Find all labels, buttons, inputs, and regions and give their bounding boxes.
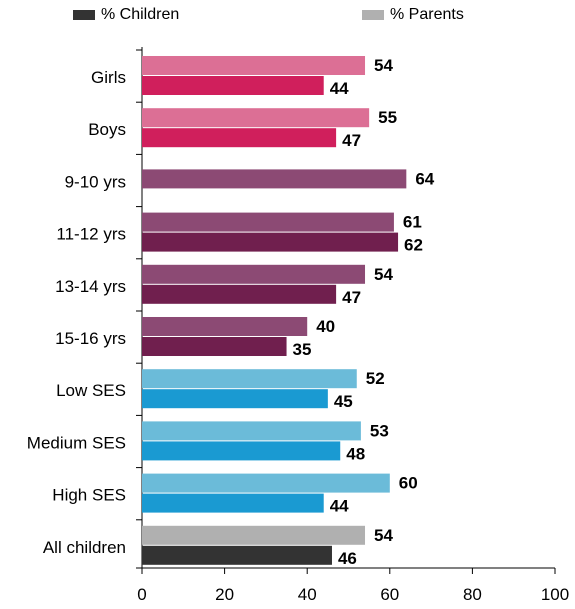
bar-parents: [142, 56, 365, 75]
data-label-parents: 64: [415, 169, 434, 188]
bar-children: [142, 128, 336, 147]
data-label-parents: 54: [374, 265, 393, 284]
bar-children: [142, 337, 287, 356]
bar-parents: [142, 421, 361, 440]
bar-children: [142, 285, 336, 304]
category-label: Boys: [88, 120, 126, 139]
data-label-children: 46: [338, 549, 357, 568]
bar-children: [142, 233, 398, 252]
bar-children: [142, 494, 324, 513]
x-tick-label: 100: [541, 585, 569, 604]
x-tick-label: 40: [298, 585, 317, 604]
data-label-parents: 54: [374, 56, 393, 75]
category-label: 9-10 yrs: [65, 172, 126, 191]
category-label: 11-12 yrs: [56, 225, 126, 244]
bar-parents: [142, 317, 307, 336]
data-label-children: 45: [334, 392, 353, 411]
data-label-children: 44: [330, 497, 349, 516]
data-label-parents: 55: [378, 108, 397, 127]
data-label-children: 48: [346, 444, 365, 463]
bar-children: [142, 441, 340, 460]
bar-parents: [142, 213, 394, 232]
bar-parents: [142, 108, 369, 127]
data-label-parents: 52: [366, 369, 385, 388]
x-tick-label: 20: [215, 585, 234, 604]
data-label-children: 44: [330, 79, 349, 98]
data-label-parents: 40: [316, 317, 335, 336]
category-label: Girls: [91, 68, 126, 87]
category-label: Low SES: [56, 381, 126, 400]
data-label-children: 47: [342, 288, 361, 307]
category-label: 15-16 yrs: [55, 329, 126, 348]
bar-parents: [142, 169, 406, 188]
bar-parents: [142, 369, 357, 388]
category-label: 13-14 yrs: [55, 277, 126, 296]
bar-children: [142, 546, 332, 565]
bar-parents: [142, 474, 390, 493]
data-label-children: 62: [404, 236, 423, 255]
bar-parents: [142, 265, 365, 284]
x-tick-label: 60: [380, 585, 399, 604]
data-label-parents: 53: [370, 421, 389, 440]
bar-children: [142, 76, 324, 95]
category-label: Medium SES: [27, 433, 126, 452]
data-label-parents: 60: [399, 474, 418, 493]
x-tick-label: 0: [137, 585, 146, 604]
data-label-parents: 54: [374, 526, 393, 545]
bar-parents: [142, 526, 365, 545]
category-label: All children: [43, 538, 126, 557]
data-label-children: 47: [342, 131, 361, 150]
data-label-children: 35: [293, 340, 312, 359]
category-label: High SES: [52, 486, 126, 505]
x-tick-label: 80: [463, 585, 482, 604]
bar-children: [142, 389, 328, 408]
data-label-parents: 61: [403, 213, 422, 232]
